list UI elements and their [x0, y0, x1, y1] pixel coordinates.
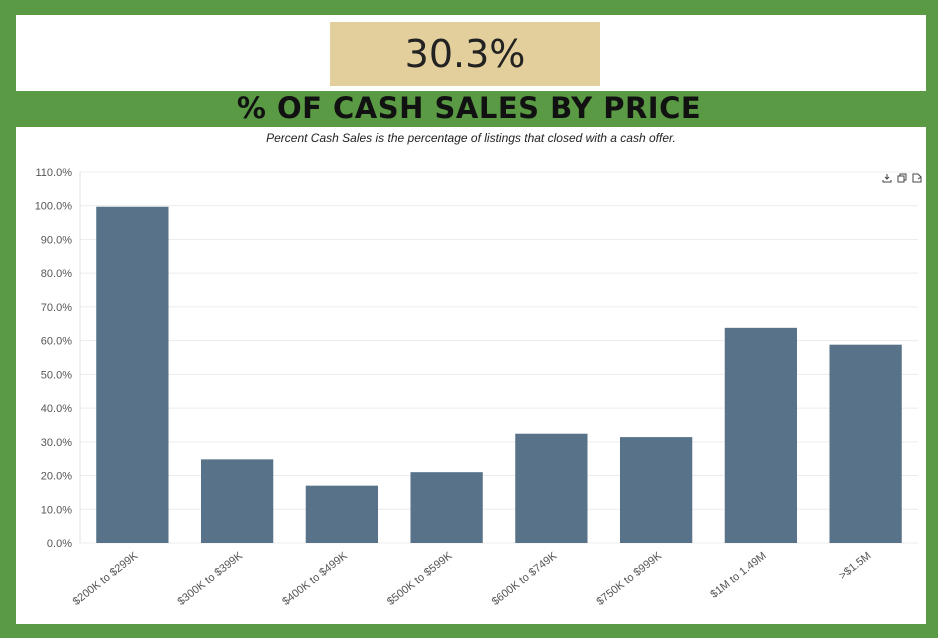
chart-toolbar — [882, 170, 922, 183]
section-title: % OF CASH SALES BY PRICE — [236, 91, 702, 125]
x-tick-label: $600K to $749K — [490, 550, 560, 608]
bar[interactable] — [305, 485, 379, 543]
bar[interactable] — [410, 472, 483, 543]
y-tick-label: 80.0% — [41, 268, 72, 280]
y-tick-label: 90.0% — [41, 234, 72, 246]
y-tick-label: 40.0% — [41, 403, 72, 415]
kpi-banner: 30.3% — [16, 15, 926, 91]
y-tick-label: 60.0% — [41, 336, 72, 348]
x-tick-label: >$1.5M — [837, 550, 874, 582]
y-tick-label: 50.0% — [41, 369, 72, 381]
y-tick-label: 10.0% — [41, 504, 72, 516]
y-tick-label: 20.0% — [41, 471, 72, 483]
y-tick-label: 110.0% — [36, 167, 73, 179]
bar[interactable] — [724, 327, 798, 543]
bar[interactable] — [200, 459, 274, 543]
y-tick-label: 100.0% — [35, 201, 73, 213]
x-tick-label: $400K to $499K — [280, 550, 350, 608]
x-tick-label: $1M to 1.49M — [708, 550, 768, 601]
download-icon[interactable] — [882, 170, 892, 183]
kpi-value: 30.3% — [330, 22, 600, 86]
x-tick-label: $200K to $299K — [71, 550, 141, 608]
share-icon[interactable] — [912, 170, 922, 183]
bar-chart: 0.0% 10.0% 20.0% 30.0% 40.0% 50.0% 60.0% 70.0% 8… — [35, 167, 918, 608]
y-tick-label: 0.0% — [47, 538, 72, 550]
bar[interactable] — [96, 206, 169, 544]
chart-panel: Percent Cash Sales is the percentage of … — [16, 127, 926, 624]
bar[interactable] — [515, 433, 588, 543]
chart-subtitle: Percent Cash Sales is the percentage of … — [266, 131, 676, 145]
bar[interactable] — [619, 437, 693, 543]
x-tick-label: $750K to $999K — [594, 550, 664, 608]
x-tick-label: $300K to $399K — [175, 550, 245, 608]
x-tick-label: $500K to $599K — [385, 550, 455, 608]
copy-icon[interactable] — [897, 170, 907, 183]
y-tick-label: 70.0% — [41, 302, 72, 314]
y-tick-label: 30.0% — [41, 437, 72, 449]
bar[interactable] — [829, 344, 902, 543]
